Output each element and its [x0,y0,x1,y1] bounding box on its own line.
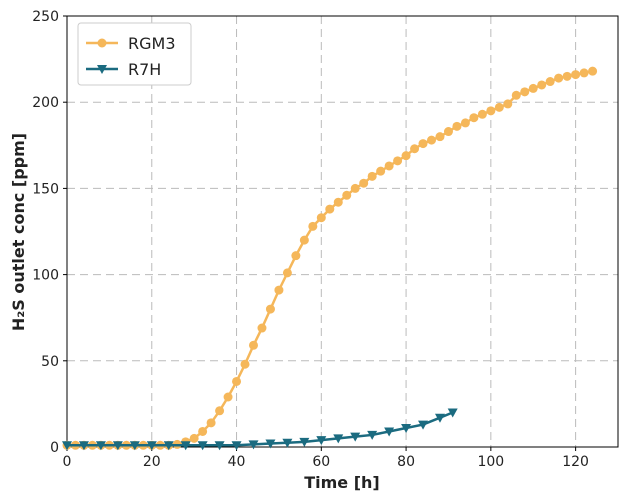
marker [299,235,309,245]
marker [486,106,496,116]
x-tick-label: 20 [143,454,161,470]
marker [562,71,572,81]
marker [333,197,343,207]
marker [410,144,420,154]
marker [198,426,208,436]
marker [367,171,377,181]
x-tick-label: 80 [397,454,415,470]
marker [308,221,318,231]
marker [248,440,259,450]
marker [197,441,208,451]
marker [393,156,403,166]
marker [401,424,412,434]
legend-label: R7H [128,60,161,79]
marker [146,441,157,451]
marker [316,436,327,446]
marker [189,433,199,443]
marker [571,70,581,80]
marker [215,406,225,416]
marker [291,251,301,261]
marker [452,121,462,131]
marker [418,420,429,430]
marker [163,441,174,451]
marker [350,432,361,442]
marker [469,113,479,123]
marker [97,38,107,48]
y-tick-label: 150 [32,181,59,197]
marker [494,102,504,112]
marker [240,359,250,369]
marker [231,441,242,451]
marker [384,427,395,437]
marker [129,441,140,451]
marker [97,65,107,74]
marker [367,430,378,440]
y-tick-label: 250 [32,9,59,25]
plot-frame [66,15,619,448]
marker [401,151,411,161]
marker [554,73,564,83]
marker [350,183,360,193]
marker [299,437,310,447]
marker [528,83,538,93]
marker [443,127,453,137]
marker [418,139,428,149]
y-axis-label: H₂S outlet conc [ppm] [9,133,28,331]
marker [62,441,72,451]
marker [434,413,445,423]
marker [206,418,216,428]
marker [545,77,555,87]
marker [223,392,233,402]
marker [180,441,191,451]
marker [112,441,123,451]
x-tick-label: 100 [477,454,504,470]
legend-label: RGM3 [128,34,176,53]
marker [282,268,292,278]
legend: RGM3 R7H [77,22,192,86]
x-tick-label: 60 [312,454,330,470]
marker [503,99,513,109]
marker [435,132,445,142]
marker [376,166,386,176]
marker [511,90,521,100]
marker [460,118,470,128]
marker [342,190,352,200]
marker [274,285,284,295]
marker [316,213,326,223]
marker [537,80,547,90]
x-axis-label: Time [h] [304,473,380,492]
y-tick-label: 0 [50,440,59,456]
marker [78,441,89,451]
marker [477,109,487,119]
marker [232,376,242,386]
marker [588,66,598,76]
series-line [67,69,593,447]
marker [265,439,276,449]
marker [265,304,275,314]
marker [384,161,394,171]
marker [359,178,369,188]
series-line [67,411,454,447]
marker [333,434,344,444]
y-tick-label: 200 [32,95,59,111]
marker [214,441,225,451]
marker [325,204,335,214]
marker [257,323,267,333]
marker [579,68,589,78]
marker [427,135,437,145]
marker [520,87,530,97]
y-tick-label: 50 [41,354,59,370]
x-tick-label: 120 [562,454,589,470]
marker [248,340,258,350]
marker [447,408,458,418]
x-tick-label: 40 [228,454,246,470]
y-tick-label: 100 [32,268,59,284]
marker [95,441,106,451]
x-tick-label: 0 [63,454,72,470]
marker [282,438,293,448]
